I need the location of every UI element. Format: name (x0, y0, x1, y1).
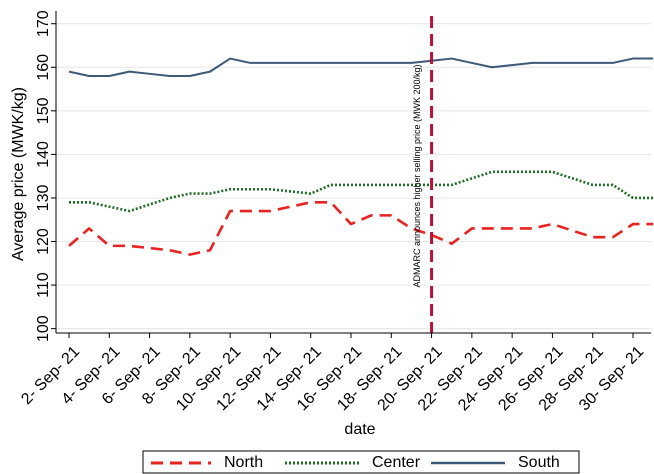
y-tick-label: 100 (35, 315, 52, 342)
legend: North Center South (142, 450, 580, 474)
gridlines (56, 23, 651, 330)
legend-item-north: North (151, 454, 263, 471)
legend-label-north: North (224, 454, 263, 471)
y-tick-label: 130 (35, 185, 52, 212)
series-line-center (69, 170, 654, 213)
axes (55, 11, 651, 334)
legend-box (142, 450, 580, 474)
legend-item-south: South (431, 454, 560, 471)
y-tick-label: 160 (35, 54, 52, 81)
annotation: ADMARC announces higher selling price (M… (412, 16, 434, 333)
x-tick-labels: 2- Sep- 214- Sep- 216- Sep- 218- Sep- 21… (18, 333, 647, 414)
annotation-label: ADMARC announces higher selling price (M… (412, 64, 422, 287)
series-lines (68, 57, 654, 256)
legend-item-center: Center (285, 454, 421, 471)
y-tick-label: 150 (35, 97, 52, 124)
y-axis-title: Average price (MWK/kg) (10, 87, 27, 261)
y-tick-label: 120 (35, 228, 52, 255)
y-tick-label: 140 (35, 141, 52, 168)
series-line-south (68, 57, 654, 77)
y-tick-label: 110 (35, 272, 52, 298)
legend-label-center: Center (372, 454, 421, 471)
y-tick-labels: 100 110 120 130 140 150 160 170 (35, 10, 56, 342)
y-tick-label: 170 (35, 10, 52, 37)
x-axis-title: date (344, 421, 375, 438)
series-line-north (68, 201, 654, 256)
legend-label-south: South (518, 454, 560, 471)
